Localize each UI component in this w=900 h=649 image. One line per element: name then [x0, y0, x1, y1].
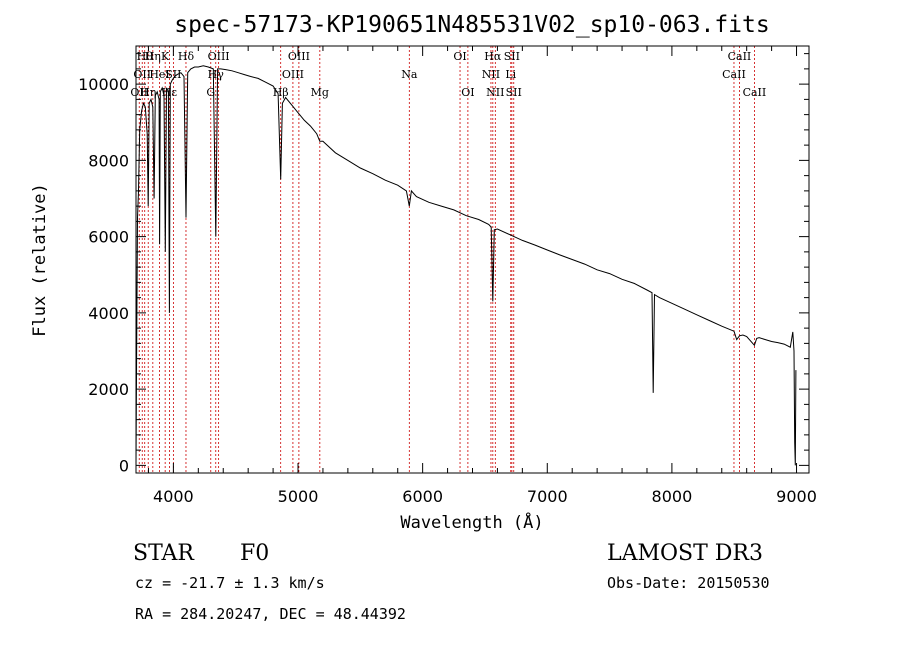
object-subclass: F0 — [240, 541, 269, 566]
spectral-line-label: OII — [133, 68, 151, 81]
spectral-line-label: Hδ — [178, 50, 195, 63]
y-tick-label: 0 — [119, 456, 129, 475]
x-axis-label: Wavelength (Å) — [400, 511, 543, 533]
x-tick-label: 4000 — [153, 487, 194, 506]
spectral-line-label: G — [206, 86, 215, 99]
plot-frame — [135, 45, 810, 474]
spectral-line-label: SII — [504, 50, 520, 63]
spectral-line-label: Hβ — [273, 86, 289, 99]
spectral-line-label: OIII — [208, 50, 230, 63]
x-tick-label: 9000 — [776, 487, 817, 506]
x-tick-label: 5000 — [278, 487, 319, 506]
spectral-line-label: NII — [482, 68, 500, 81]
spectral-line-label: NII — [486, 86, 504, 99]
spectral-line-label: OIII — [282, 68, 304, 81]
spectral-line-label: SII — [165, 68, 181, 81]
spectral-line-label: Hη — [145, 50, 161, 63]
spectral-line-label: SII — [506, 86, 522, 99]
x-tick-label: 6000 — [402, 487, 443, 506]
chart-title: spec-57173-KP190651N485531V02_sp10-063.f… — [174, 12, 769, 38]
spectral-line-label: CaII — [722, 68, 746, 81]
spectral-line-label: HeI — [149, 68, 169, 81]
y-tick-label: 10000 — [78, 75, 129, 94]
x-tick-label: 7000 — [527, 487, 568, 506]
y-tick-label: 2000 — [88, 380, 129, 399]
coordinates-readout: RA = 284.20247, DEC = 48.44392 — [135, 605, 406, 623]
spectral-line-label: CaII — [743, 86, 767, 99]
spectral-line-markers — [138, 46, 755, 473]
y-axis-label: Flux (relative) — [30, 183, 50, 337]
object-class: STAR — [133, 541, 195, 566]
spectral-line-label: Hε — [162, 86, 178, 99]
spectrum-series-line — [135, 65, 797, 466]
spectral-line-label: OI — [453, 50, 466, 63]
spectral-line-label: OII — [130, 86, 148, 99]
y-tick-label: 6000 — [88, 228, 129, 247]
spectral-line-label: OIII — [288, 50, 310, 63]
x-axis-ticks: 4000 5000 6000 7000 8000 9000 — [147, 46, 817, 506]
spectral-line-label: Hα — [484, 50, 502, 63]
survey-name: LAMOST DR3 — [607, 541, 763, 566]
y-axis-ticks: 0 2000 4000 6000 8000 10000 — [78, 53, 809, 475]
spectral-line-label: Mg — [311, 86, 329, 99]
x-tick-label: 8000 — [652, 487, 693, 506]
y-tick-label: 8000 — [88, 151, 129, 170]
spectral-line-label: Li — [505, 68, 516, 81]
spectral-line-label: Na — [401, 68, 418, 81]
spectral-line-label: K — [161, 50, 170, 63]
spectral-line-label: CaII — [728, 50, 752, 63]
spectral-line-labels: OIIOIIHθHηHηHeIKHεSIIHδGHγOIIIHβOIIIOIII… — [130, 50, 766, 99]
y-tick-label: 4000 — [88, 304, 129, 323]
spectral-line-label: OI — [461, 86, 474, 99]
obs-date: Obs-Date: 20150530 — [607, 574, 770, 592]
velocity-readout: cz = -21.7 ± 1.3 km/s — [135, 574, 325, 592]
spectral-line-label: Hη — [140, 86, 156, 99]
spectral-line-label: Hγ — [208, 68, 225, 81]
